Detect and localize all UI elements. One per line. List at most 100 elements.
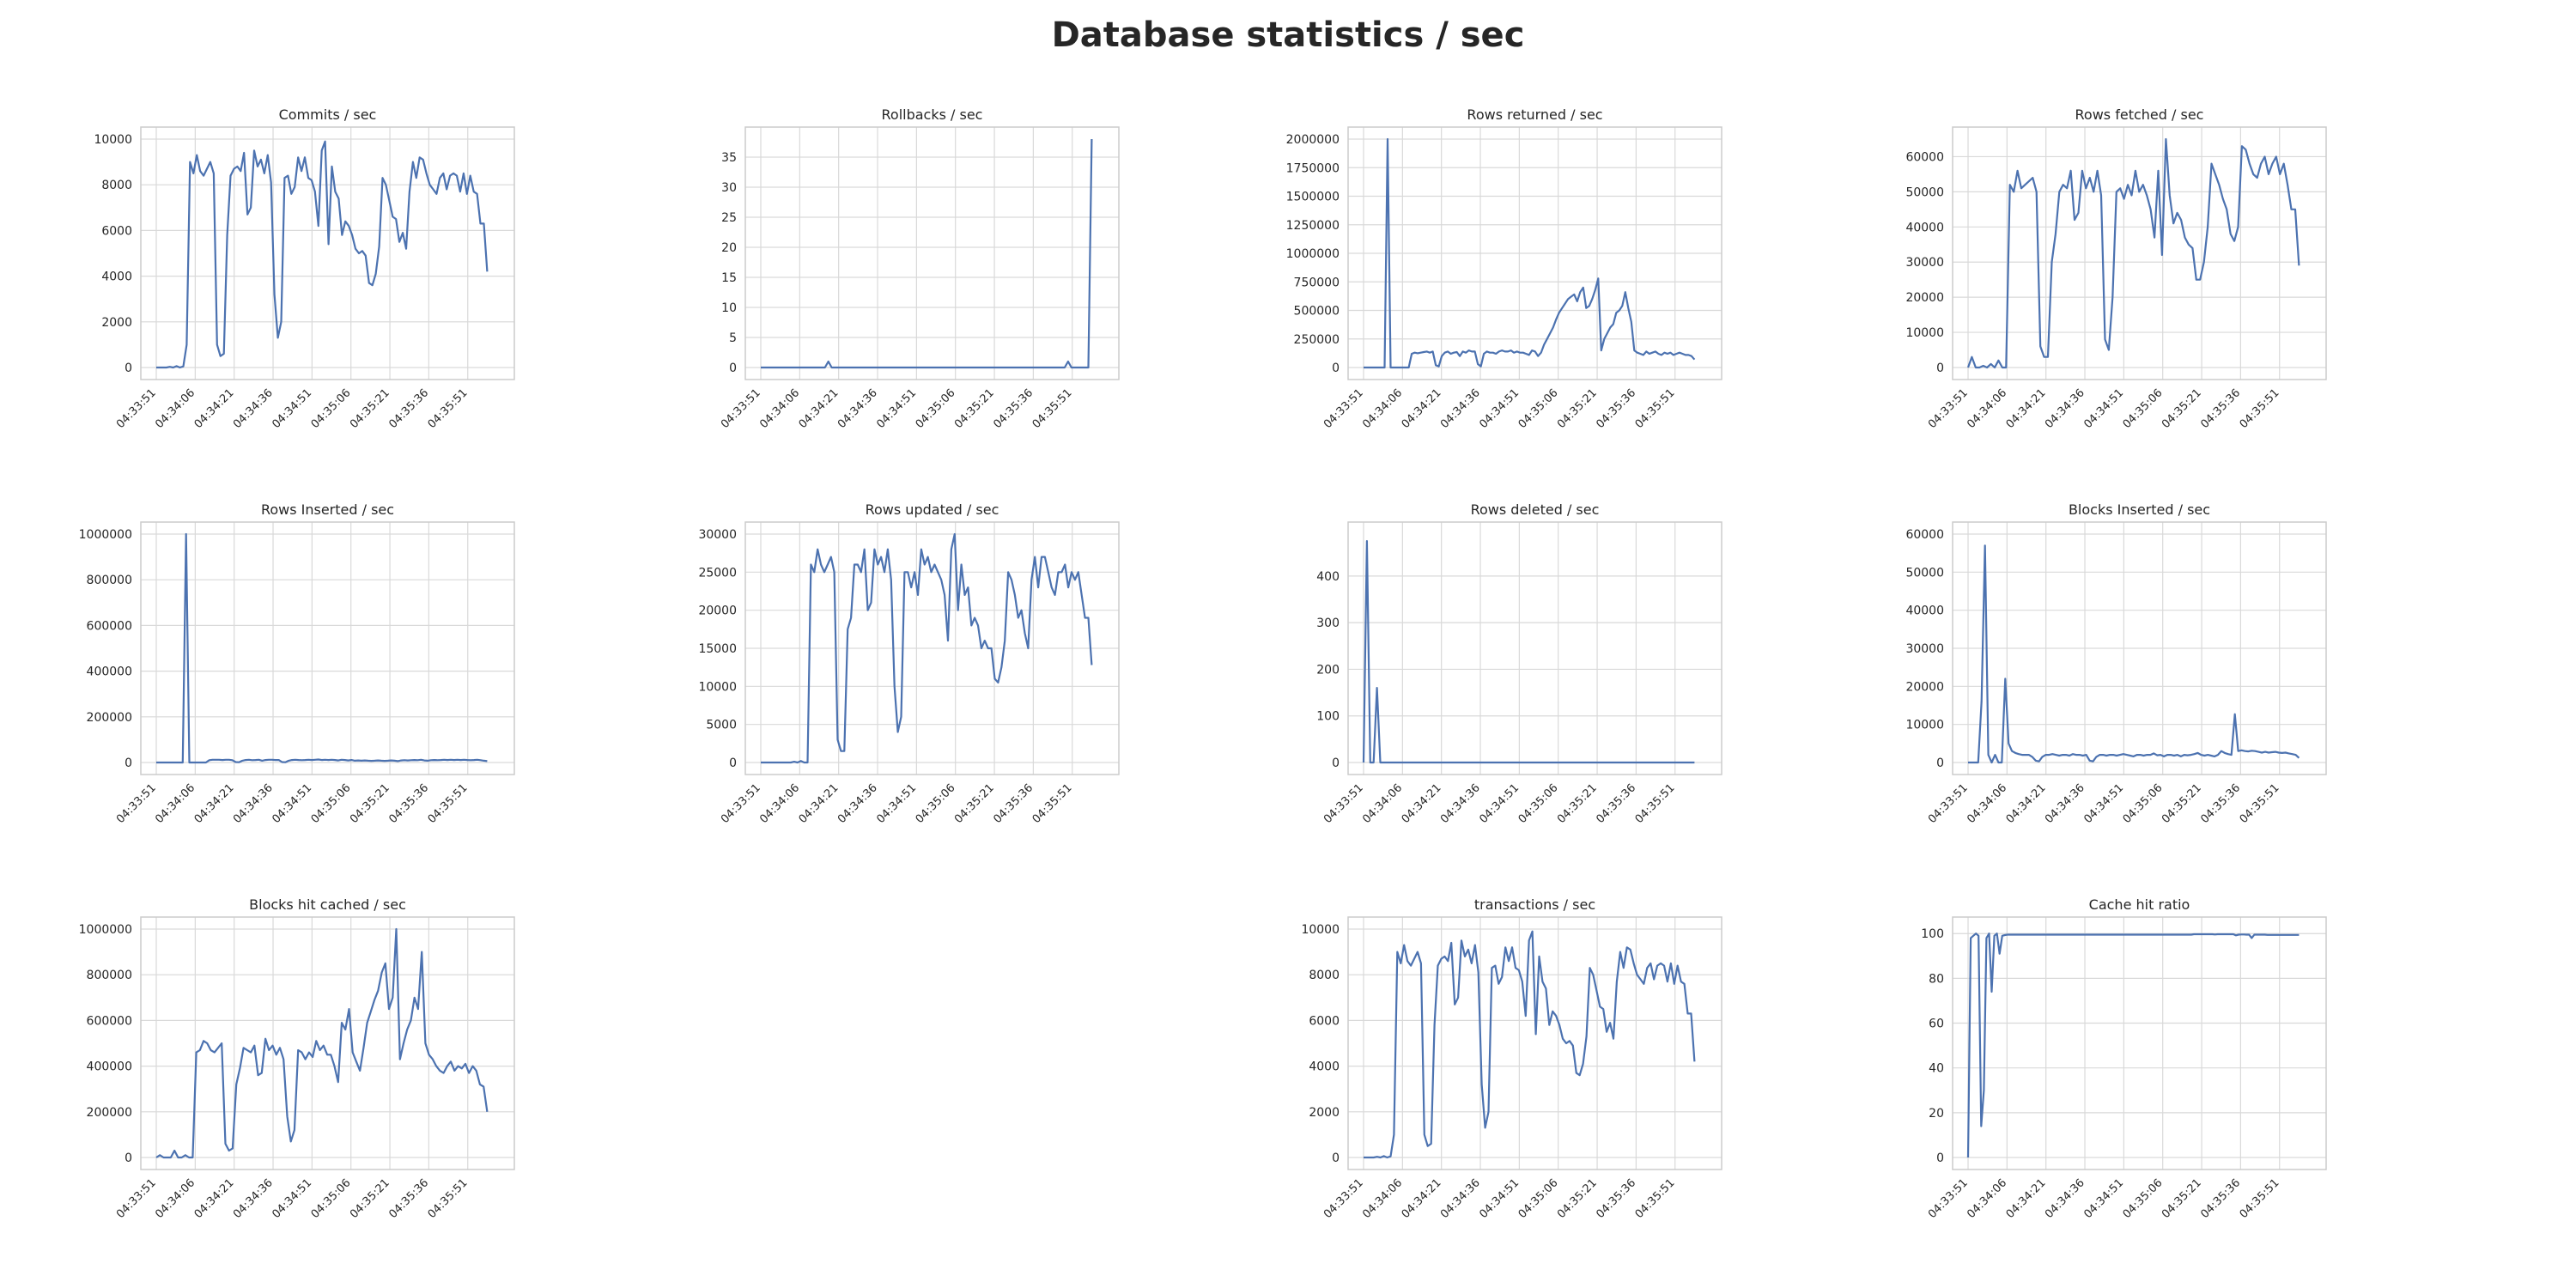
x-tick-label: 04:35:06 <box>914 386 958 431</box>
x-tick-label: 04:33:51 <box>1926 781 1971 826</box>
x-tick-label: 04:33:51 <box>114 781 159 826</box>
x-tick-label: 04:34:21 <box>192 781 237 826</box>
y-tick-label: 60000 <box>1905 150 1944 164</box>
line-chart: 04:33:5104:34:0604:34:2104:34:3604:34:51… <box>94 126 515 431</box>
chart-panel: Cache hit ratio 04:33:51 04:34:06 04:34:21 0… <box>1824 896 2425 1240</box>
x-tick-label: 04:35:06 <box>309 781 354 826</box>
series-line <box>1362 539 1695 764</box>
chart-panel: Rows deleted / sec 04:33:51 04:34:06 04:34:… <box>1219 501 1820 845</box>
x-tick-label: 04:35:36 <box>386 781 431 826</box>
chart-title: Rows Inserted / sec <box>260 501 395 518</box>
series-line <box>761 532 1093 764</box>
plot-frame <box>1952 521 2327 775</box>
y-tick-label: 1000000 <box>1286 247 1340 261</box>
x-tick-label: 04:33:51 <box>1926 386 1971 431</box>
x-tick-label: 04:35:21 <box>1555 781 1600 826</box>
x-tick-label: 04:35:06 <box>309 386 354 431</box>
y-tick-label: 5000 <box>706 719 737 732</box>
y-tick-label: 300 <box>1316 617 1340 630</box>
y-tick-label: 0 <box>1936 361 1944 375</box>
plot-frame <box>1347 521 1722 775</box>
plot-frame <box>1952 916 2327 1170</box>
y-tick-label: 8000 <box>1309 969 1340 982</box>
x-tick-label: 04:35:06 <box>914 781 958 826</box>
y-tick-label: 25000 <box>698 566 737 580</box>
x-tick-label: 04:33:51 <box>1321 386 1366 431</box>
x-tick-label: 04:35:36 <box>991 386 1036 431</box>
x-tick-label: 04:35:51 <box>2238 386 2282 431</box>
plot-frame <box>1347 916 1722 1170</box>
x-tick-label: 04:34:36 <box>835 781 880 826</box>
y-tick-label: 1750000 <box>1286 161 1340 175</box>
y-tick-label: 6000 <box>1309 1014 1340 1028</box>
y-tick-label: 10 <box>721 301 737 315</box>
x-tick-label: 04:35:21 <box>952 386 997 431</box>
x-tick-label: 04:34:06 <box>1360 1176 1405 1221</box>
x-tick-label: 04:35:51 <box>426 1176 471 1221</box>
y-tick-label: 20 <box>1929 1107 1944 1121</box>
x-tick-label: 04:35:06 <box>309 1176 354 1221</box>
line-chart: 04:33:5104:34:0604:34:2104:34:3604:34:51… <box>1905 126 2327 431</box>
y-tick-label: 0 <box>125 361 132 375</box>
x-tick-label: 04:34:51 <box>270 386 314 431</box>
plot-frame <box>744 521 1120 775</box>
chart-panel: Rollbacks / sec 04:33:51 04:34:06 04:34:21 0… <box>617 106 1218 450</box>
line-chart: 04:33:5104:34:0604:34:2104:34:3604:34:51… <box>1301 916 1722 1221</box>
x-tick-label: 04:35:06 <box>1516 386 1561 431</box>
y-tick-label: 100 <box>1921 927 1944 941</box>
y-tick-label: 10000 <box>1301 923 1340 937</box>
chart-panel: Rows fetched / sec 04:33:51 04:34:06 04:34:… <box>1824 106 2425 450</box>
x-tick-label: 04:34:21 <box>192 1176 237 1221</box>
x-tick-label: 04:35:36 <box>1594 781 1638 826</box>
y-tick-label: 0 <box>729 361 737 375</box>
x-tick-label: 04:35:36 <box>386 1176 431 1221</box>
plot-frame <box>1952 126 2327 380</box>
x-tick-label: 04:34:06 <box>1965 386 2009 431</box>
y-tick-label: 1250000 <box>1286 219 1340 233</box>
x-tick-label: 04:33:51 <box>1321 781 1366 826</box>
plot-frame <box>140 126 515 380</box>
x-tick-label: 04:35:51 <box>1633 386 1678 431</box>
line-chart: 04:33:5104:34:0604:34:2104:34:3604:34:51… <box>79 916 515 1221</box>
x-tick-label: 04:34:51 <box>1477 386 1522 431</box>
y-tick-label: 30000 <box>698 528 737 542</box>
chart-panel: Rows updated / sec 04:33:51 04:34:06 04:34:… <box>617 501 1218 845</box>
x-tick-label: 04:34:06 <box>1360 781 1405 826</box>
y-tick-label: 25 <box>721 211 737 225</box>
x-tick-label: 04:34:51 <box>270 781 314 826</box>
x-tick-label: 04:34:06 <box>757 386 802 431</box>
y-tick-label: 0 <box>1936 1151 1944 1165</box>
series-line <box>761 138 1093 369</box>
plot-frame <box>744 126 1120 380</box>
x-tick-label: 04:34:51 <box>2081 386 2126 431</box>
y-tick-label: 1500000 <box>1286 191 1340 204</box>
y-tick-label: 8000 <box>101 179 132 192</box>
x-tick-label: 04:34:06 <box>757 781 802 826</box>
chart-panel: Blocks hit cached / sec 04:33:51 04:34:06 0… <box>12 896 613 1240</box>
x-tick-label: 04:35:06 <box>2121 1176 2166 1221</box>
x-tick-label: 04:35:36 <box>2198 1176 2243 1221</box>
x-tick-label: 04:34:36 <box>1438 781 1483 826</box>
chart-title: Blocks hit cached / sec <box>249 896 406 913</box>
y-tick-label: 60000 <box>1905 528 1944 542</box>
y-tick-label: 6000 <box>101 224 132 238</box>
x-tick-label: 04:35:21 <box>2160 781 2204 826</box>
y-tick-label: 200 <box>1316 663 1340 677</box>
series-line <box>1364 137 1696 369</box>
x-tick-label: 04:34:51 <box>874 781 919 826</box>
y-tick-label: 2000 <box>1309 1106 1340 1120</box>
y-tick-label: 4000 <box>101 270 132 284</box>
y-tick-label: 4000 <box>1309 1060 1340 1074</box>
y-tick-label: 10000 <box>1905 719 1944 732</box>
plot-frame <box>140 521 515 775</box>
y-tick-label: 40 <box>1929 1062 1944 1076</box>
y-tick-label: 40000 <box>1905 605 1944 618</box>
x-tick-label: 04:34:51 <box>874 386 919 431</box>
x-tick-label: 04:35:51 <box>2238 781 2282 826</box>
x-tick-label: 04:35:51 <box>1030 781 1075 826</box>
y-tick-label: 0 <box>1936 756 1944 770</box>
chart-title: transactions / sec <box>1473 896 1596 913</box>
y-tick-label: 400000 <box>87 665 132 679</box>
x-tick-label: 04:34:36 <box>231 781 276 826</box>
y-tick-label: 200000 <box>87 711 132 725</box>
